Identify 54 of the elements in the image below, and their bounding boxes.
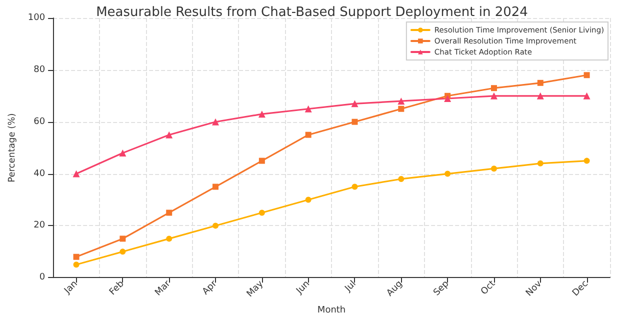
point: [120, 248, 126, 255]
point: [398, 106, 404, 112]
point: [212, 118, 220, 126]
x-tick-label: Oct: [479, 278, 498, 298]
point: [258, 158, 265, 164]
point: [258, 110, 266, 118]
x-tick-label: Jun: [294, 279, 312, 297]
x-tick-label: Jul: [342, 279, 358, 295]
point: [537, 80, 544, 86]
point: [351, 100, 358, 108]
x-tick-label: Jan: [62, 279, 80, 297]
point: [584, 158, 590, 164]
y-tick-label: 80: [34, 64, 46, 75]
x-axis-title: Month: [317, 306, 346, 316]
point: [72, 170, 80, 178]
point: [166, 131, 173, 138]
point: [352, 184, 358, 190]
point: [119, 150, 126, 157]
point: [490, 85, 497, 92]
x-tick-label: Feb: [108, 278, 126, 298]
point: [73, 262, 80, 268]
point: [583, 92, 590, 100]
point: [166, 210, 172, 216]
point: [398, 98, 405, 105]
point: [305, 132, 312, 138]
x-tick-label: Apr: [200, 278, 220, 298]
y-tick-label: 0: [39, 272, 46, 283]
point: [444, 94, 452, 102]
y-tick-label: 60: [34, 116, 46, 127]
point: [536, 92, 544, 100]
point: [352, 118, 358, 125]
point: [398, 176, 404, 182]
y-tick-label: 40: [34, 168, 46, 179]
y-axis-title: Percentage (%): [8, 113, 18, 182]
point: [212, 184, 219, 190]
chart-title: Measurable Results from Chat-Based Support Deployment in 2024: [96, 5, 528, 20]
point: [258, 210, 265, 216]
y-tick-label: 100: [28, 13, 46, 23]
y-tick-label: 20: [34, 220, 46, 231]
point: [490, 166, 497, 172]
point: [304, 105, 312, 112]
x-tick-label: Dec: [570, 279, 590, 298]
point: [444, 170, 451, 177]
point: [166, 236, 172, 242]
x-tick-label: Sep: [432, 278, 452, 298]
point: [120, 236, 126, 242]
x-tick-label: Mar: [154, 278, 173, 298]
point: [73, 254, 80, 260]
x-tick-label: Nov: [524, 278, 544, 299]
point: [305, 196, 312, 203]
point: [490, 92, 498, 100]
point: [537, 160, 544, 166]
point: [212, 222, 219, 229]
point: [584, 72, 590, 78]
